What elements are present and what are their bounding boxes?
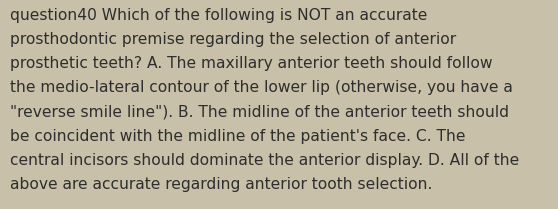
Text: "reverse smile line"). B. The midline of the anterior teeth should: "reverse smile line"). B. The midline of…	[10, 104, 509, 120]
Text: prosthodontic premise regarding the selection of anterior: prosthodontic premise regarding the sele…	[10, 32, 456, 47]
Text: above are accurate regarding anterior tooth selection.: above are accurate regarding anterior to…	[10, 177, 432, 192]
Text: prosthetic teeth? A. The maxillary anterior teeth should follow: prosthetic teeth? A. The maxillary anter…	[10, 56, 493, 71]
Text: be coincident with the midline of the patient's face. C. The: be coincident with the midline of the pa…	[10, 129, 465, 144]
Text: the medio-lateral contour of the lower lip (otherwise, you have a: the medio-lateral contour of the lower l…	[10, 80, 513, 96]
Text: question40 Which of the following is NOT an accurate: question40 Which of the following is NOT…	[10, 8, 427, 23]
Text: central incisors should dominate the anterior display. D. All of the: central incisors should dominate the ant…	[10, 153, 519, 168]
